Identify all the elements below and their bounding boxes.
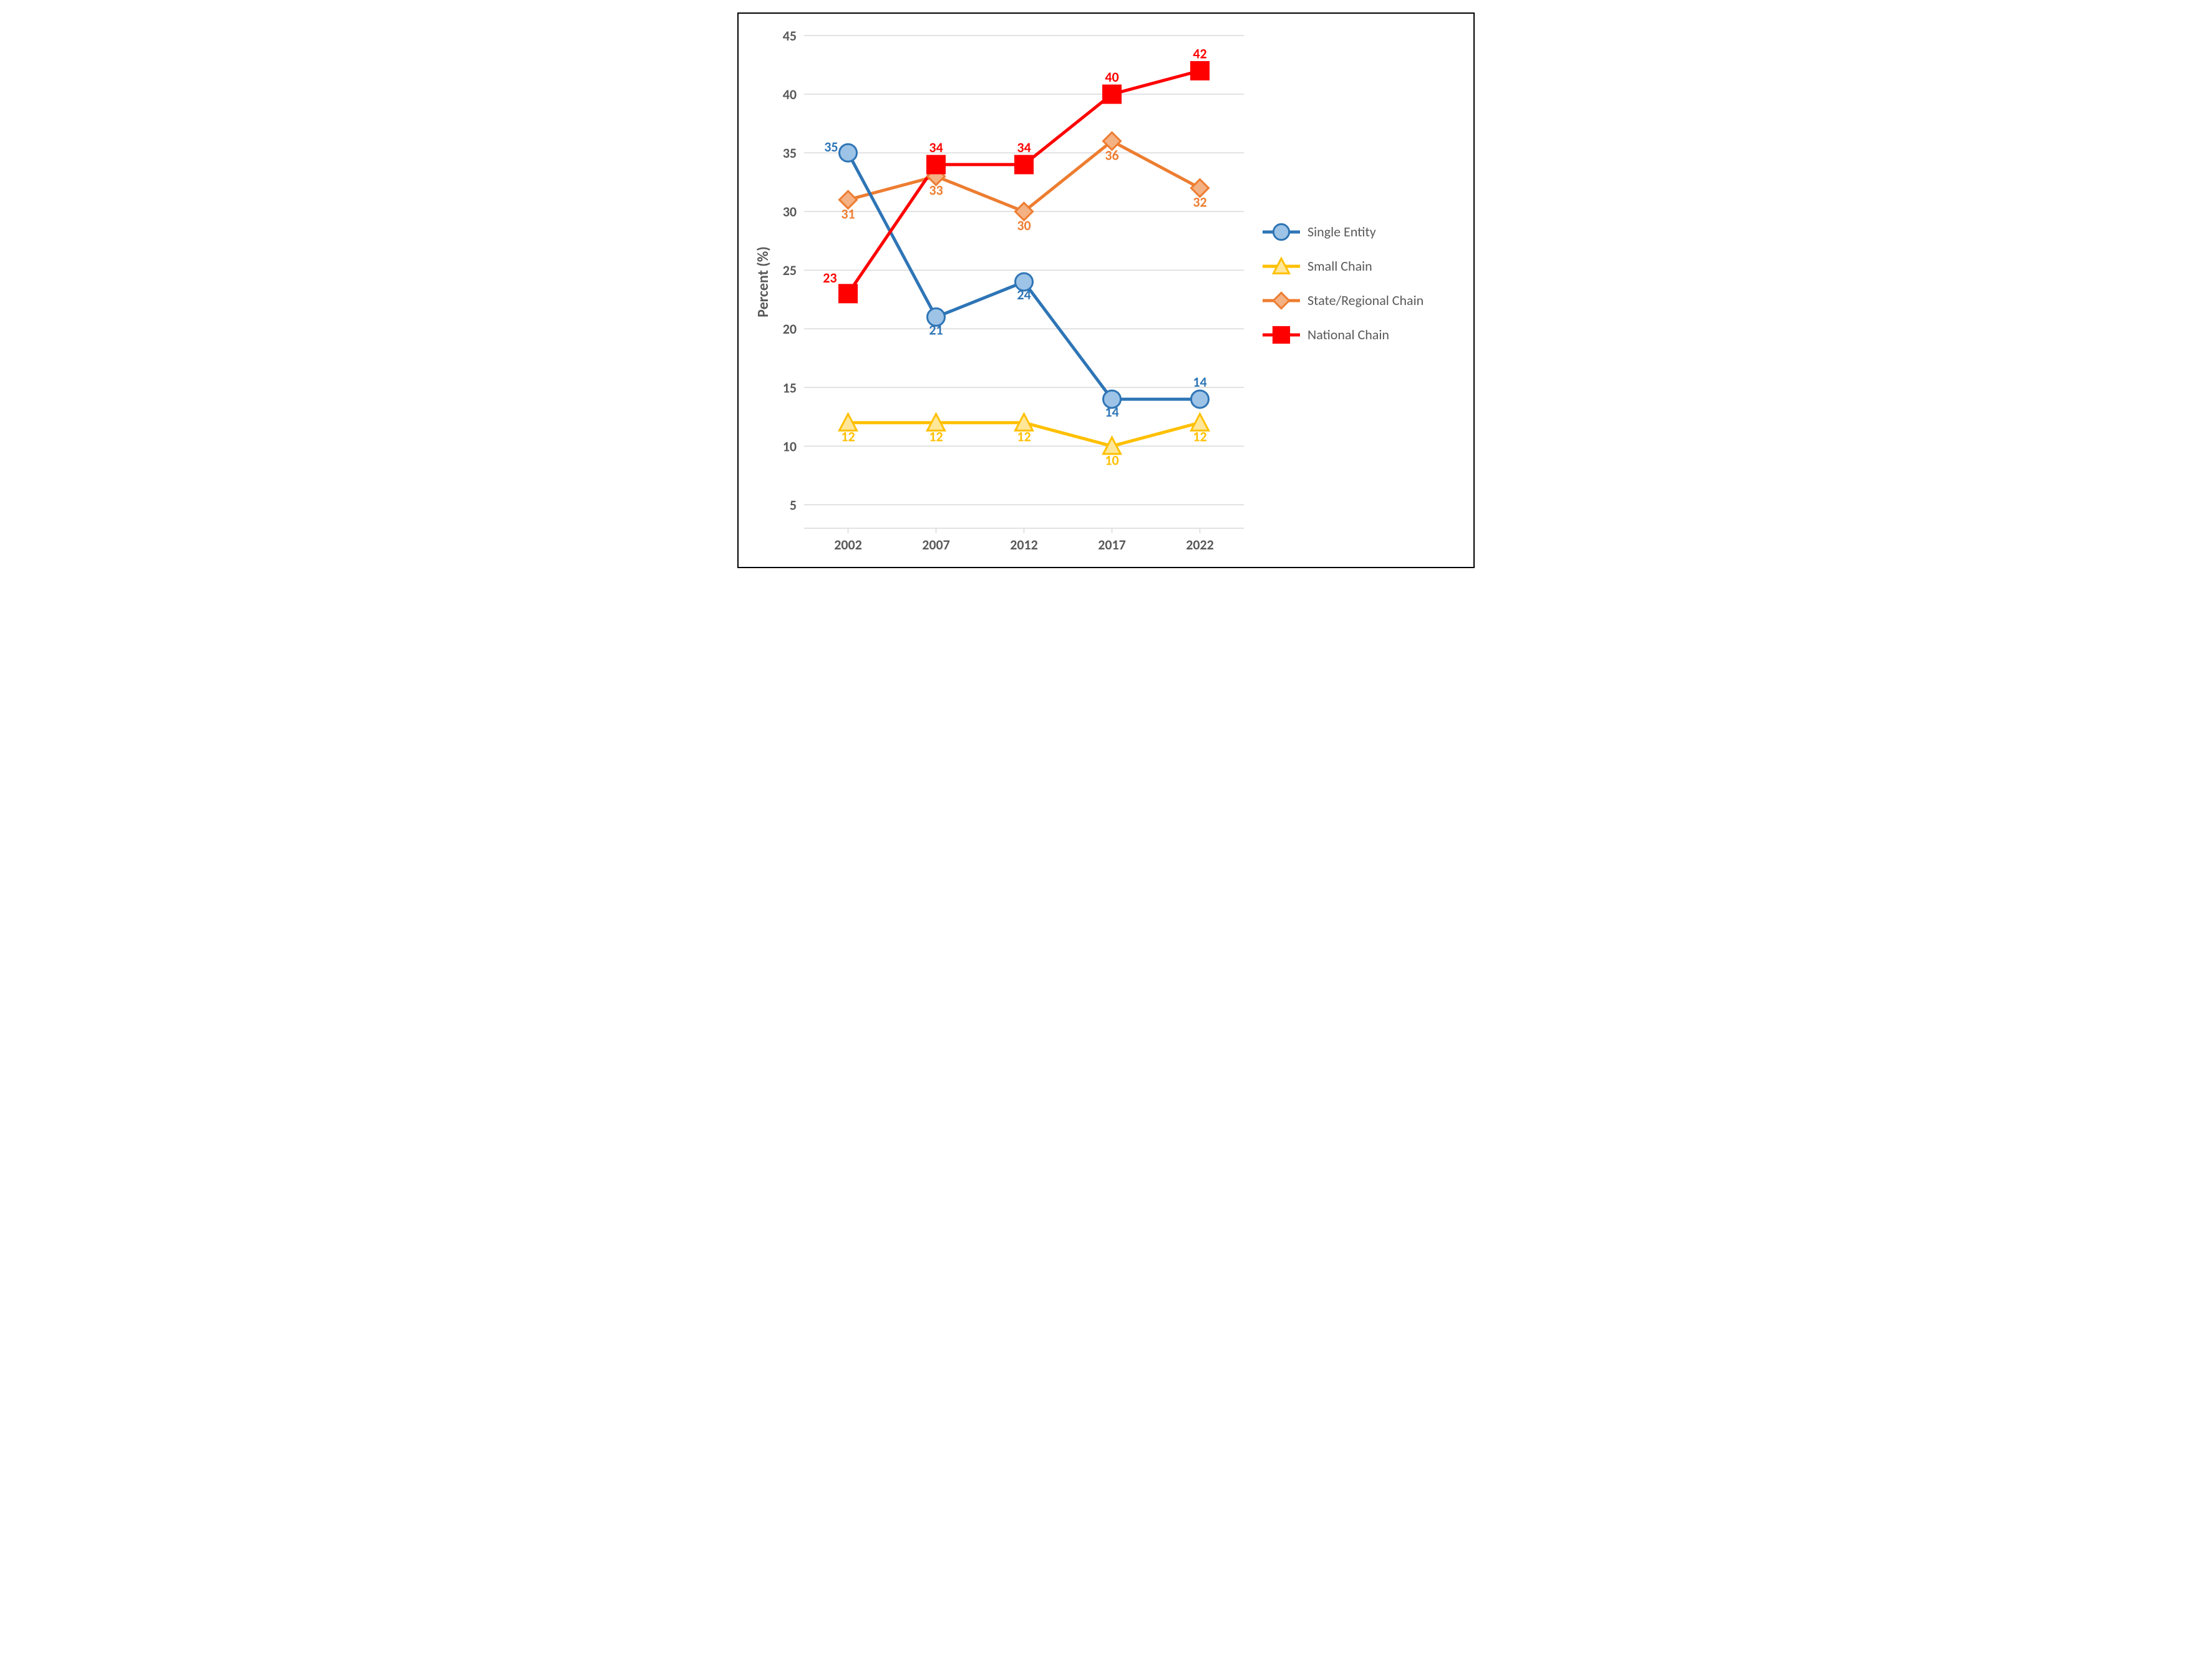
marker-national xyxy=(1104,85,1121,103)
legend-marker-single xyxy=(1273,224,1289,239)
data-label-single: 14 xyxy=(1105,403,1118,420)
y-tick-label: 15 xyxy=(783,379,797,396)
legend-label-national: National Chain xyxy=(1307,326,1389,343)
data-label-national: 42 xyxy=(1193,45,1206,62)
data-label-national: 40 xyxy=(1105,69,1118,85)
legend-label-single: Single Entity xyxy=(1307,223,1376,240)
data-label-state: 31 xyxy=(841,205,855,222)
y-tick-label: 35 xyxy=(783,145,797,162)
y-tick-label: 40 xyxy=(783,86,797,103)
data-label-state: 30 xyxy=(1017,217,1031,234)
y-tick-label: 20 xyxy=(783,321,797,337)
chart-container: 5 10 15 20 25 30 35 40 45 2002 2007 2012 2017 2022 Per… xyxy=(745,26,1467,561)
y-axis-title: Percent (%) xyxy=(754,246,772,317)
data-label-national: 34 xyxy=(929,139,943,156)
y-tick-label: 30 xyxy=(783,203,797,220)
x-tick-label: 2012 xyxy=(1010,536,1038,553)
y-tick-label: 10 xyxy=(783,438,797,455)
data-label-single: 35 xyxy=(824,138,838,155)
data-label-single: 21 xyxy=(929,321,943,338)
legend-marker-national xyxy=(1273,327,1289,342)
data-label-state: 33 xyxy=(929,182,943,199)
x-tick-label: 2002 xyxy=(834,536,862,553)
x-tick-label: 2007 xyxy=(922,536,950,553)
data-label-state: 32 xyxy=(1193,194,1206,211)
marker-national xyxy=(1191,62,1209,79)
data-label-small: 12 xyxy=(841,428,855,445)
x-tick-label: 2017 xyxy=(1098,536,1126,553)
marker-national xyxy=(1016,156,1033,173)
y-tick-label: 5 xyxy=(790,496,797,513)
legend-label-small: Small Chain xyxy=(1307,258,1372,274)
data-label-single: 14 xyxy=(1193,374,1206,390)
data-label-single: 24 xyxy=(1017,286,1031,303)
data-label-small: 12 xyxy=(929,428,943,445)
data-label-national: 23 xyxy=(823,269,837,286)
data-label-small: 12 xyxy=(1017,428,1031,445)
chart-frame: 5 10 15 20 25 30 35 40 45 2002 2007 2012 2017 2022 Per… xyxy=(737,12,1475,568)
y-tick-label: 25 xyxy=(783,262,797,279)
marker-national xyxy=(840,285,857,302)
data-label-state: 36 xyxy=(1105,147,1118,163)
line-chart: 5 10 15 20 25 30 35 40 45 2002 2007 2012 2017 2022 Per… xyxy=(745,26,1468,563)
data-label-small: 12 xyxy=(1193,428,1206,445)
data-label-national: 34 xyxy=(1017,139,1031,156)
marker-single xyxy=(1191,390,1209,408)
marker-single xyxy=(840,144,857,162)
legend-label-state: State/Regional Chain xyxy=(1307,292,1424,309)
marker-national xyxy=(928,156,945,173)
data-label-small: 10 xyxy=(1105,452,1118,468)
x-tick-label: 2022 xyxy=(1186,536,1214,553)
y-tick-label: 45 xyxy=(783,27,797,44)
